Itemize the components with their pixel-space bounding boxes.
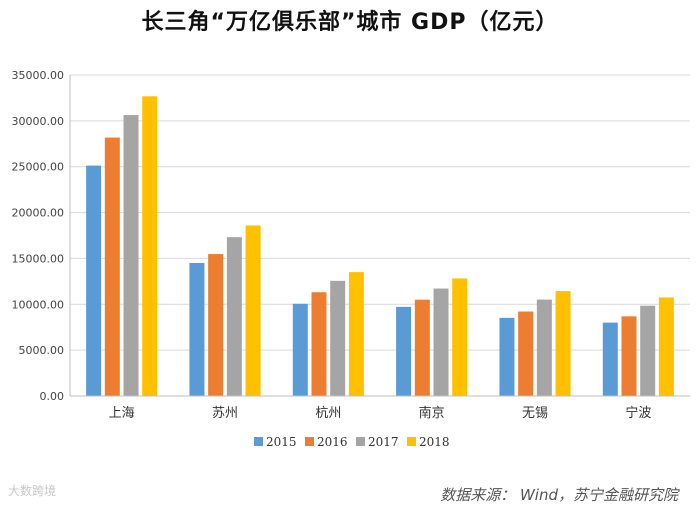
bar-2017 [330,280,346,396]
bar-2017 [123,115,139,396]
bar-2015 [396,306,412,396]
x-category-label: 南京 [419,405,445,421]
bar-2016 [104,137,120,396]
y-axis-ticks: 0.00 5000.00 10000.00 15000.00 20000.00 25000… [12,69,65,403]
bar-2015 [602,322,618,396]
legend-label: 2017 [368,435,399,449]
y-tick-label: 10000.00 [12,298,65,311]
bar-2015 [189,262,205,396]
bar-2018 [142,96,158,397]
bar-2016 [208,254,224,396]
y-tick-label: 20000.00 [12,207,65,220]
bar-2017 [433,288,449,396]
bar-2018 [348,272,364,396]
x-category-label: 无锡 [522,406,548,421]
legend-swatch [254,437,263,446]
bar-2017 [640,305,656,396]
y-tick-label: 25000.00 [12,161,65,174]
bar-2017 [536,299,552,396]
bar-2018 [245,225,261,396]
bar-2017 [226,237,242,396]
legend-swatch [356,437,365,446]
bar-2015 [499,317,515,396]
y-tick-label: 0.00 [40,390,65,403]
legend-label: 2016 [317,435,348,449]
legend-swatch [305,437,314,446]
source-note: 数据来源： Wind，苏宁金融研究院 [440,486,678,504]
bar-2015 [292,303,308,396]
y-tick-label: 35000.00 [12,69,65,82]
bar-2018 [555,291,571,396]
bars [86,96,674,397]
chart-title: 长三角“万亿俱乐部”城市 GDP（亿元） [141,10,559,35]
watermark-text: 大数跨境 [8,484,57,498]
bar-2016 [414,299,430,396]
bar-2015 [86,165,102,396]
bar-2018 [452,278,468,396]
x-category-label: 苏州 [212,405,238,421]
bar-2016 [518,311,534,396]
x-category-label: 上海 [109,406,135,421]
legend-swatch [407,437,416,446]
y-tick-label: 30000.00 [12,115,65,128]
x-category-label: 宁波 [625,405,651,421]
x-axis-categories: 上海 苏州 杭州 南京 无锡 宁波 [109,405,652,421]
bar-2016 [621,316,637,396]
bar-2018 [658,297,674,396]
legend-label: 2018 [419,435,450,449]
x-category-label: 杭州 [315,406,341,421]
bar-2016 [311,292,327,396]
y-tick-label: 15000.00 [12,252,65,265]
y-tick-label: 5000.00 [19,344,65,357]
legend-label: 2015 [266,435,297,449]
gridlines [70,74,690,351]
legend: 2015 2016 2017 2018 [254,435,450,449]
